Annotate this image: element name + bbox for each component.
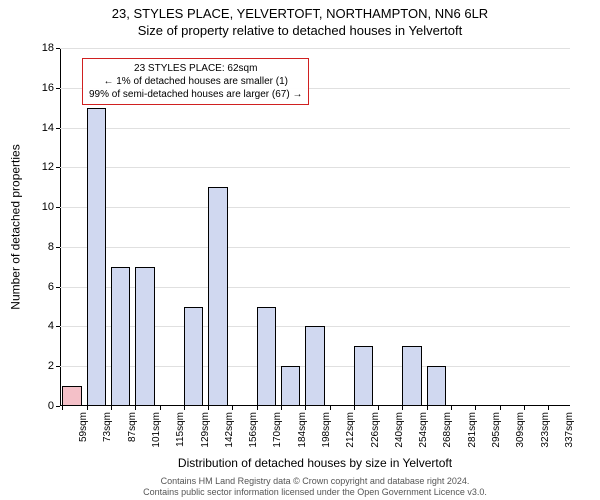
x-tick-label: 184sqm bbox=[297, 412, 308, 458]
x-tick-mark bbox=[378, 406, 379, 410]
footer-attribution: Contains HM Land Registry data © Crown c… bbox=[60, 476, 570, 498]
y-tick-label: 0 bbox=[30, 400, 54, 412]
y-tick-label: 8 bbox=[30, 241, 54, 253]
bar bbox=[427, 366, 446, 406]
x-tick-label: 309sqm bbox=[515, 412, 526, 458]
x-tick-label: 240sqm bbox=[394, 412, 405, 458]
bar bbox=[257, 307, 276, 406]
x-tick-label: 87sqm bbox=[127, 412, 138, 458]
x-tick-mark bbox=[281, 406, 282, 410]
y-tick-mark bbox=[56, 207, 60, 208]
y-tick-mark bbox=[56, 48, 60, 49]
x-tick-label: 337sqm bbox=[564, 412, 575, 458]
bar bbox=[87, 108, 106, 406]
x-tick-mark bbox=[87, 406, 88, 410]
grid-line bbox=[60, 207, 570, 208]
x-tick-mark bbox=[62, 406, 63, 410]
x-tick-mark bbox=[451, 406, 452, 410]
y-tick-label: 16 bbox=[30, 82, 54, 94]
x-tick-label: 226sqm bbox=[370, 412, 381, 458]
x-tick-label: 170sqm bbox=[272, 412, 283, 458]
x-tick-mark bbox=[402, 406, 403, 410]
bar bbox=[402, 346, 421, 406]
x-tick-mark bbox=[135, 406, 136, 410]
title-line-2: Size of property relative to detached ho… bbox=[0, 23, 600, 38]
x-tick-label: 254sqm bbox=[418, 412, 429, 458]
y-tick-mark bbox=[56, 247, 60, 248]
y-axis-label: Number of detached properties bbox=[8, 48, 24, 406]
y-tick-label: 14 bbox=[30, 122, 54, 134]
y-tick-label: 18 bbox=[30, 42, 54, 54]
grid-line bbox=[60, 167, 570, 168]
bar bbox=[111, 267, 130, 406]
footer-line-2: Contains public sector information licen… bbox=[60, 487, 570, 498]
annotation-line-3: 99% of semi-detached houses are larger (… bbox=[89, 88, 302, 101]
x-tick-label: 59sqm bbox=[78, 412, 89, 458]
x-tick-mark bbox=[354, 406, 355, 410]
grid-line bbox=[60, 128, 570, 129]
y-tick-mark bbox=[56, 406, 60, 407]
y-axis-line bbox=[60, 48, 61, 406]
footer-line-1: Contains HM Land Registry data © Crown c… bbox=[60, 476, 570, 487]
annotation-line-2: ← 1% of detached houses are smaller (1) bbox=[89, 75, 302, 88]
x-tick-mark bbox=[330, 406, 331, 410]
x-tick-label: 129sqm bbox=[200, 412, 211, 458]
annotation-box: 23 STYLES PLACE: 62sqm ← 1% of detached … bbox=[82, 58, 309, 105]
x-tick-label: 281sqm bbox=[467, 412, 478, 458]
x-axis-label: Distribution of detached houses by size … bbox=[60, 456, 570, 470]
x-tick-mark bbox=[548, 406, 549, 410]
x-tick-label: 323sqm bbox=[540, 412, 551, 458]
y-tick-label: 4 bbox=[30, 320, 54, 332]
x-tick-label: 295sqm bbox=[491, 412, 502, 458]
y-tick-mark bbox=[56, 88, 60, 89]
annotation-line-1: 23 STYLES PLACE: 62sqm bbox=[89, 62, 302, 75]
y-tick-mark bbox=[56, 128, 60, 129]
x-tick-mark bbox=[500, 406, 501, 410]
y-tick-label: 10 bbox=[30, 201, 54, 213]
x-tick-mark bbox=[208, 406, 209, 410]
y-tick-label: 2 bbox=[30, 360, 54, 372]
bar bbox=[281, 366, 300, 406]
x-tick-label: 73sqm bbox=[102, 412, 113, 458]
chart-container: 23, STYLES PLACE, YELVERTOFT, NORTHAMPTO… bbox=[0, 0, 600, 500]
x-tick-label: 101sqm bbox=[151, 412, 162, 458]
title-line-1: 23, STYLES PLACE, YELVERTOFT, NORTHAMPTO… bbox=[0, 6, 600, 21]
bar bbox=[184, 307, 203, 406]
bar bbox=[208, 187, 227, 406]
x-tick-mark bbox=[475, 406, 476, 410]
y-tick-mark bbox=[56, 287, 60, 288]
x-tick-label: 268sqm bbox=[442, 412, 453, 458]
bar bbox=[62, 386, 81, 406]
plot-area: 23 STYLES PLACE: 62sqm ← 1% of detached … bbox=[60, 48, 570, 406]
x-tick-mark bbox=[257, 406, 258, 410]
x-tick-mark bbox=[184, 406, 185, 410]
x-tick-label: 142sqm bbox=[224, 412, 235, 458]
x-tick-mark bbox=[427, 406, 428, 410]
y-tick-label: 6 bbox=[30, 281, 54, 293]
x-tick-mark bbox=[524, 406, 525, 410]
x-tick-label: 115sqm bbox=[175, 412, 186, 458]
grid-line bbox=[60, 48, 570, 49]
bar bbox=[305, 326, 324, 406]
x-tick-label: 198sqm bbox=[321, 412, 332, 458]
grid-line bbox=[60, 247, 570, 248]
bar bbox=[135, 267, 154, 406]
y-tick-mark bbox=[56, 326, 60, 327]
x-tick-mark bbox=[160, 406, 161, 410]
bar bbox=[354, 346, 373, 406]
x-tick-label: 156sqm bbox=[248, 412, 259, 458]
y-tick-mark bbox=[56, 167, 60, 168]
x-tick-label: 212sqm bbox=[345, 412, 356, 458]
title-block: 23, STYLES PLACE, YELVERTOFT, NORTHAMPTO… bbox=[0, 6, 600, 38]
x-tick-mark bbox=[232, 406, 233, 410]
y-tick-label: 12 bbox=[30, 161, 54, 173]
y-tick-mark bbox=[56, 366, 60, 367]
x-tick-mark bbox=[111, 406, 112, 410]
x-tick-mark bbox=[305, 406, 306, 410]
